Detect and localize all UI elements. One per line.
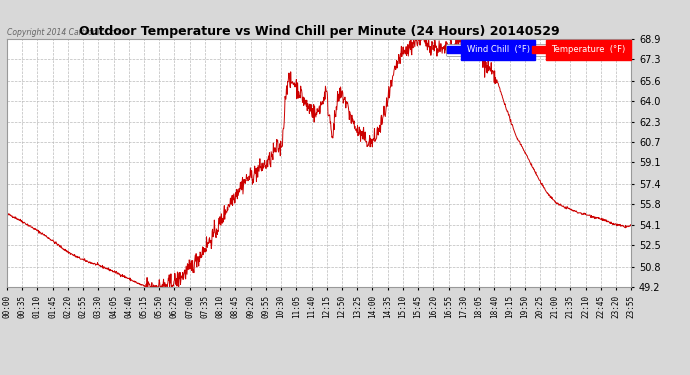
Legend: Wind Chill  (°F), Temperature  (°F): Wind Chill (°F), Temperature (°F)	[446, 44, 627, 56]
Title: Outdoor Temperature vs Wind Chill per Minute (24 Hours) 20140529: Outdoor Temperature vs Wind Chill per Mi…	[79, 25, 560, 38]
Text: Copyright 2014 Cartronics.com: Copyright 2014 Cartronics.com	[7, 28, 126, 37]
